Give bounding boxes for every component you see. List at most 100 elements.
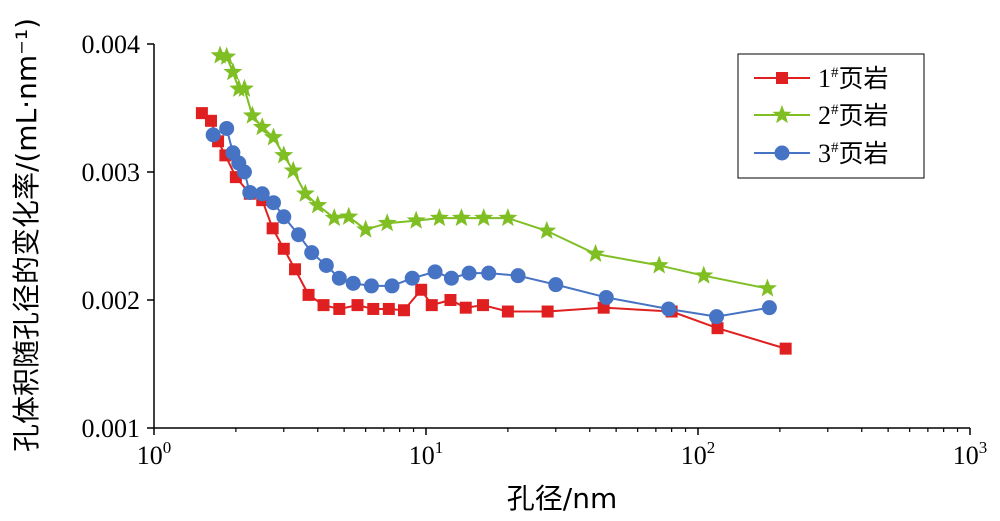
legend-marker [774, 145, 790, 161]
data-point [377, 213, 397, 232]
data-point [254, 186, 270, 202]
data-point [757, 278, 777, 297]
data-point [476, 299, 489, 312]
data-point [318, 257, 334, 273]
data-point [242, 184, 258, 200]
data-point [367, 302, 380, 315]
x-tick-label-base: 10 [681, 441, 707, 470]
data-point [345, 275, 361, 291]
legend-label-number: 3 [818, 139, 831, 168]
data-point [265, 195, 281, 211]
data-point [324, 208, 344, 227]
y-tick-label: 0.003 [82, 158, 141, 187]
y-axis-ticks: 0.001 0.002 0.003 0.004 [82, 30, 154, 443]
data-point [443, 270, 459, 286]
legend-label-suffix: 页岩 [839, 139, 889, 168]
x-tick-label-exponent: 1 [435, 438, 444, 457]
data-point [234, 78, 254, 97]
x-axis-title: 孔径/nm [507, 482, 617, 515]
series-line [219, 54, 768, 290]
data-point [474, 208, 494, 227]
data-point [501, 305, 514, 318]
x-tick-label: 101 [409, 438, 444, 470]
data-point [761, 300, 777, 316]
data-point [356, 219, 376, 238]
series-3 [205, 120, 777, 325]
data-point [397, 304, 410, 317]
data-point [384, 278, 400, 294]
series-line [201, 112, 786, 350]
data-point [205, 127, 221, 143]
plot-area [153, 44, 970, 429]
data-point [548, 277, 564, 293]
data-point [451, 208, 471, 227]
data-point [661, 301, 677, 317]
data-point [302, 288, 315, 301]
data-point [459, 301, 472, 314]
legend-marker [772, 105, 792, 124]
data-point [404, 270, 420, 286]
data-point [694, 265, 714, 284]
x-tick-label-base: 10 [953, 441, 979, 470]
data-point [586, 243, 606, 263]
x-tick-label: 103 [953, 438, 988, 470]
legend-label-number: 1 [818, 64, 831, 93]
x-tick-label-base: 10 [409, 441, 435, 470]
data-point [425, 299, 438, 312]
data-point [510, 268, 526, 284]
x-tick-label-base: 10 [137, 441, 163, 470]
data-point [461, 265, 477, 281]
legend-marker [776, 72, 788, 84]
data-point [339, 206, 359, 225]
x-axis-ticks: 100 101 102 103 [137, 428, 988, 470]
legend: 1#页岩2#页岩3#页岩 [737, 53, 925, 179]
legend-label-sup: # [831, 102, 839, 118]
legend-label: 3#页岩 [818, 139, 889, 168]
x-tick-label-exponent: 3 [979, 438, 988, 457]
data-point [304, 245, 320, 261]
data-point [276, 209, 292, 225]
data-point [711, 322, 724, 335]
data-point [308, 195, 328, 214]
data-point [541, 305, 554, 318]
y-tick-label: 0.002 [82, 286, 141, 315]
data-point [498, 208, 518, 227]
data-point [427, 264, 443, 280]
y-tick-label: 0.001 [82, 414, 141, 443]
data-point [333, 302, 346, 315]
data-point [204, 114, 217, 127]
data-point [274, 145, 294, 164]
legend-label-number: 2 [818, 101, 831, 130]
series-1 [195, 107, 792, 355]
legend-label: 1#页岩 [818, 64, 889, 93]
data-point [252, 117, 272, 136]
legend-item: 3#页岩 [754, 139, 889, 168]
x-tick-label: 100 [137, 438, 172, 470]
x-tick-label: 102 [681, 438, 716, 470]
data-point [709, 309, 725, 325]
data-point [277, 242, 290, 255]
legend-label-suffix: 页岩 [839, 101, 889, 130]
legend-item: 1#页岩 [754, 64, 889, 93]
data-point [263, 127, 284, 146]
series-line [212, 127, 770, 318]
y-tick-label: 0.004 [82, 30, 141, 59]
legend-label-sup: # [831, 140, 839, 156]
series-layer [195, 45, 792, 355]
legend-label-suffix: 页岩 [839, 64, 889, 93]
y-axis-title: 孔体积随孔径的变化率/(mL·nm⁻¹) [10, 18, 43, 452]
data-point [195, 107, 208, 120]
series-2 [210, 45, 777, 297]
data-point [363, 278, 379, 294]
data-point [236, 164, 252, 180]
legend-label-sup: # [831, 65, 839, 81]
legend-item: 2#页岩 [754, 101, 889, 130]
data-point [598, 289, 614, 305]
data-point [779, 342, 792, 355]
data-point [291, 227, 307, 243]
data-point [415, 283, 428, 296]
x-tick-label-exponent: 0 [163, 438, 172, 457]
data-point [429, 208, 449, 227]
data-point [444, 294, 457, 306]
